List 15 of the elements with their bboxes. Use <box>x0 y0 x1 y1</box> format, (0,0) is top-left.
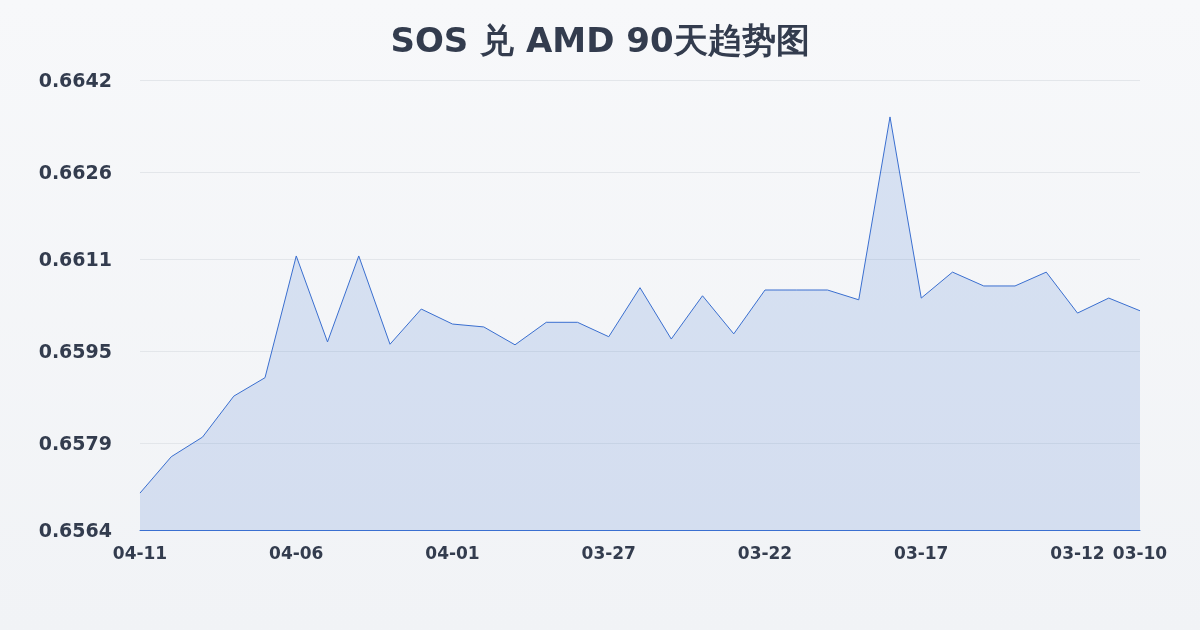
y-tick-label: 0.6579 <box>38 432 112 455</box>
y-tick-label: 0.6595 <box>38 340 112 363</box>
x-tick-label: 04-01 <box>425 542 480 563</box>
x-tick-label: 03-10 <box>1112 542 1168 563</box>
y-tick-label: 0.6564 <box>38 519 112 541</box>
x-tick-label: 03-22 <box>737 542 793 563</box>
y-tick-label: 0.6626 <box>38 161 112 184</box>
x-tick-label: 03-17 <box>894 542 949 563</box>
y-tick-label: 0.6611 <box>38 247 112 270</box>
x-tick-label: 03-27 <box>581 542 636 563</box>
x-tick-label: 03-12 <box>1050 542 1105 563</box>
x-tick-label: 04-06 <box>269 542 324 563</box>
y-tick-label: 0.6642 <box>38 69 112 91</box>
chart-title: SOS 兑 AMD 90天趋势图 <box>390 20 810 60</box>
x-tick-label: 04-11 <box>112 542 168 563</box>
